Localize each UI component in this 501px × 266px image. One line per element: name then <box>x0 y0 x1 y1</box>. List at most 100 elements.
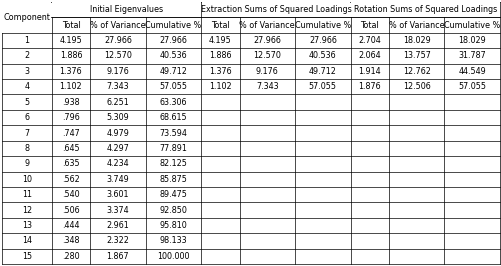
Text: 77.891: 77.891 <box>159 144 187 153</box>
Text: 57.055: 57.055 <box>308 82 336 91</box>
Text: 6: 6 <box>25 113 30 122</box>
Text: 1.867: 1.867 <box>106 252 129 261</box>
Text: 15: 15 <box>22 252 32 261</box>
Text: 4.195: 4.195 <box>60 36 82 45</box>
Text: 49.712: 49.712 <box>159 67 187 76</box>
Text: Cumulative %: Cumulative % <box>145 21 201 30</box>
Text: 63.306: 63.306 <box>159 98 187 107</box>
Text: .540: .540 <box>62 190 80 199</box>
Text: 11: 11 <box>22 190 32 199</box>
Text: 85.875: 85.875 <box>159 175 187 184</box>
Text: Initial Eigenvalues: Initial Eigenvalues <box>90 5 163 14</box>
Text: .796: .796 <box>62 113 80 122</box>
Text: 27.966: 27.966 <box>253 36 281 45</box>
Text: 4.297: 4.297 <box>106 144 129 153</box>
Text: 31.787: 31.787 <box>457 51 485 60</box>
Text: 1.914: 1.914 <box>358 67 380 76</box>
Text: 49.712: 49.712 <box>308 67 336 76</box>
Bar <box>350 2 498 17</box>
Text: 2.704: 2.704 <box>358 36 380 45</box>
Text: 1: 1 <box>25 36 30 45</box>
Bar <box>201 2 349 17</box>
Text: 7.343: 7.343 <box>106 82 129 91</box>
Text: 27.966: 27.966 <box>159 36 187 45</box>
Text: 2.961: 2.961 <box>106 221 129 230</box>
Text: 4: 4 <box>25 82 30 91</box>
Text: 3.601: 3.601 <box>106 190 129 199</box>
Text: .348: .348 <box>62 236 80 245</box>
Text: 4.979: 4.979 <box>106 128 129 138</box>
Bar <box>52 2 200 17</box>
Text: 1.102: 1.102 <box>208 82 231 91</box>
Text: Component: Component <box>4 13 50 22</box>
Text: 40.536: 40.536 <box>159 51 187 60</box>
Text: .635: .635 <box>62 159 80 168</box>
Text: 9.176: 9.176 <box>106 67 129 76</box>
Text: % of Variance: % of Variance <box>388 21 443 30</box>
Text: 57.055: 57.055 <box>457 82 485 91</box>
Text: 13.757: 13.757 <box>402 51 430 60</box>
Text: 14: 14 <box>22 236 32 245</box>
Text: 95.810: 95.810 <box>159 221 187 230</box>
Text: .280: .280 <box>62 252 80 261</box>
Text: 13: 13 <box>22 221 32 230</box>
Text: % of Variance: % of Variance <box>90 21 145 30</box>
Text: 40.536: 40.536 <box>309 51 336 60</box>
Text: .562: .562 <box>62 175 80 184</box>
Text: 2.064: 2.064 <box>358 51 380 60</box>
Text: 100.000: 100.000 <box>157 252 189 261</box>
Text: 12: 12 <box>22 206 32 215</box>
Text: .645: .645 <box>62 144 80 153</box>
Text: 1.102: 1.102 <box>60 82 82 91</box>
Text: Rotation Sums of Squared Loadings: Rotation Sums of Squared Loadings <box>353 5 496 14</box>
Text: .506: .506 <box>62 206 80 215</box>
Text: 5.309: 5.309 <box>106 113 129 122</box>
Text: Total: Total <box>360 21 378 30</box>
Text: 27.966: 27.966 <box>308 36 336 45</box>
Text: Total: Total <box>210 21 229 30</box>
Text: 18.029: 18.029 <box>457 36 485 45</box>
Bar <box>3 2 51 33</box>
Text: Extraction Sums of Squared Loadings: Extraction Sums of Squared Loadings <box>200 5 351 14</box>
Text: 18.029: 18.029 <box>402 36 430 45</box>
Text: 7: 7 <box>24 128 30 138</box>
Text: 3.374: 3.374 <box>106 206 129 215</box>
Text: 1.886: 1.886 <box>60 51 82 60</box>
Text: 4.195: 4.195 <box>208 36 231 45</box>
Text: Cumulative %: Cumulative % <box>443 21 499 30</box>
Text: 44.549: 44.549 <box>457 67 485 76</box>
Text: 82.125: 82.125 <box>159 159 187 168</box>
Text: 12.506: 12.506 <box>402 82 430 91</box>
Text: 92.850: 92.850 <box>159 206 187 215</box>
Text: 2.322: 2.322 <box>106 236 129 245</box>
Text: 12.570: 12.570 <box>253 51 281 60</box>
Text: 1.876: 1.876 <box>358 82 380 91</box>
Text: 9.176: 9.176 <box>256 67 278 76</box>
Text: 9: 9 <box>24 159 30 168</box>
Text: 3: 3 <box>25 67 30 76</box>
Text: 3.749: 3.749 <box>106 175 129 184</box>
Text: 8: 8 <box>25 144 30 153</box>
Text: 7.343: 7.343 <box>256 82 278 91</box>
Text: 12.762: 12.762 <box>402 67 430 76</box>
Text: 10: 10 <box>22 175 32 184</box>
Text: Total: Total <box>62 21 80 30</box>
Text: Cumulative %: Cumulative % <box>294 21 350 30</box>
Text: 5: 5 <box>24 98 30 107</box>
Text: 12.570: 12.570 <box>104 51 132 60</box>
Text: .938: .938 <box>62 98 80 107</box>
Text: 1.376: 1.376 <box>60 67 82 76</box>
Text: 98.133: 98.133 <box>159 236 187 245</box>
Text: 2: 2 <box>24 51 30 60</box>
Text: 68.615: 68.615 <box>159 113 187 122</box>
Text: 57.055: 57.055 <box>159 82 187 91</box>
Text: .444: .444 <box>62 221 80 230</box>
Text: % of Variance: % of Variance <box>239 21 295 30</box>
Text: 4.234: 4.234 <box>106 159 129 168</box>
Text: .747: .747 <box>62 128 80 138</box>
Text: 27.966: 27.966 <box>104 36 132 45</box>
Text: 89.475: 89.475 <box>159 190 187 199</box>
Text: 1.886: 1.886 <box>209 51 231 60</box>
Text: 73.594: 73.594 <box>159 128 187 138</box>
Text: 6.251: 6.251 <box>106 98 129 107</box>
